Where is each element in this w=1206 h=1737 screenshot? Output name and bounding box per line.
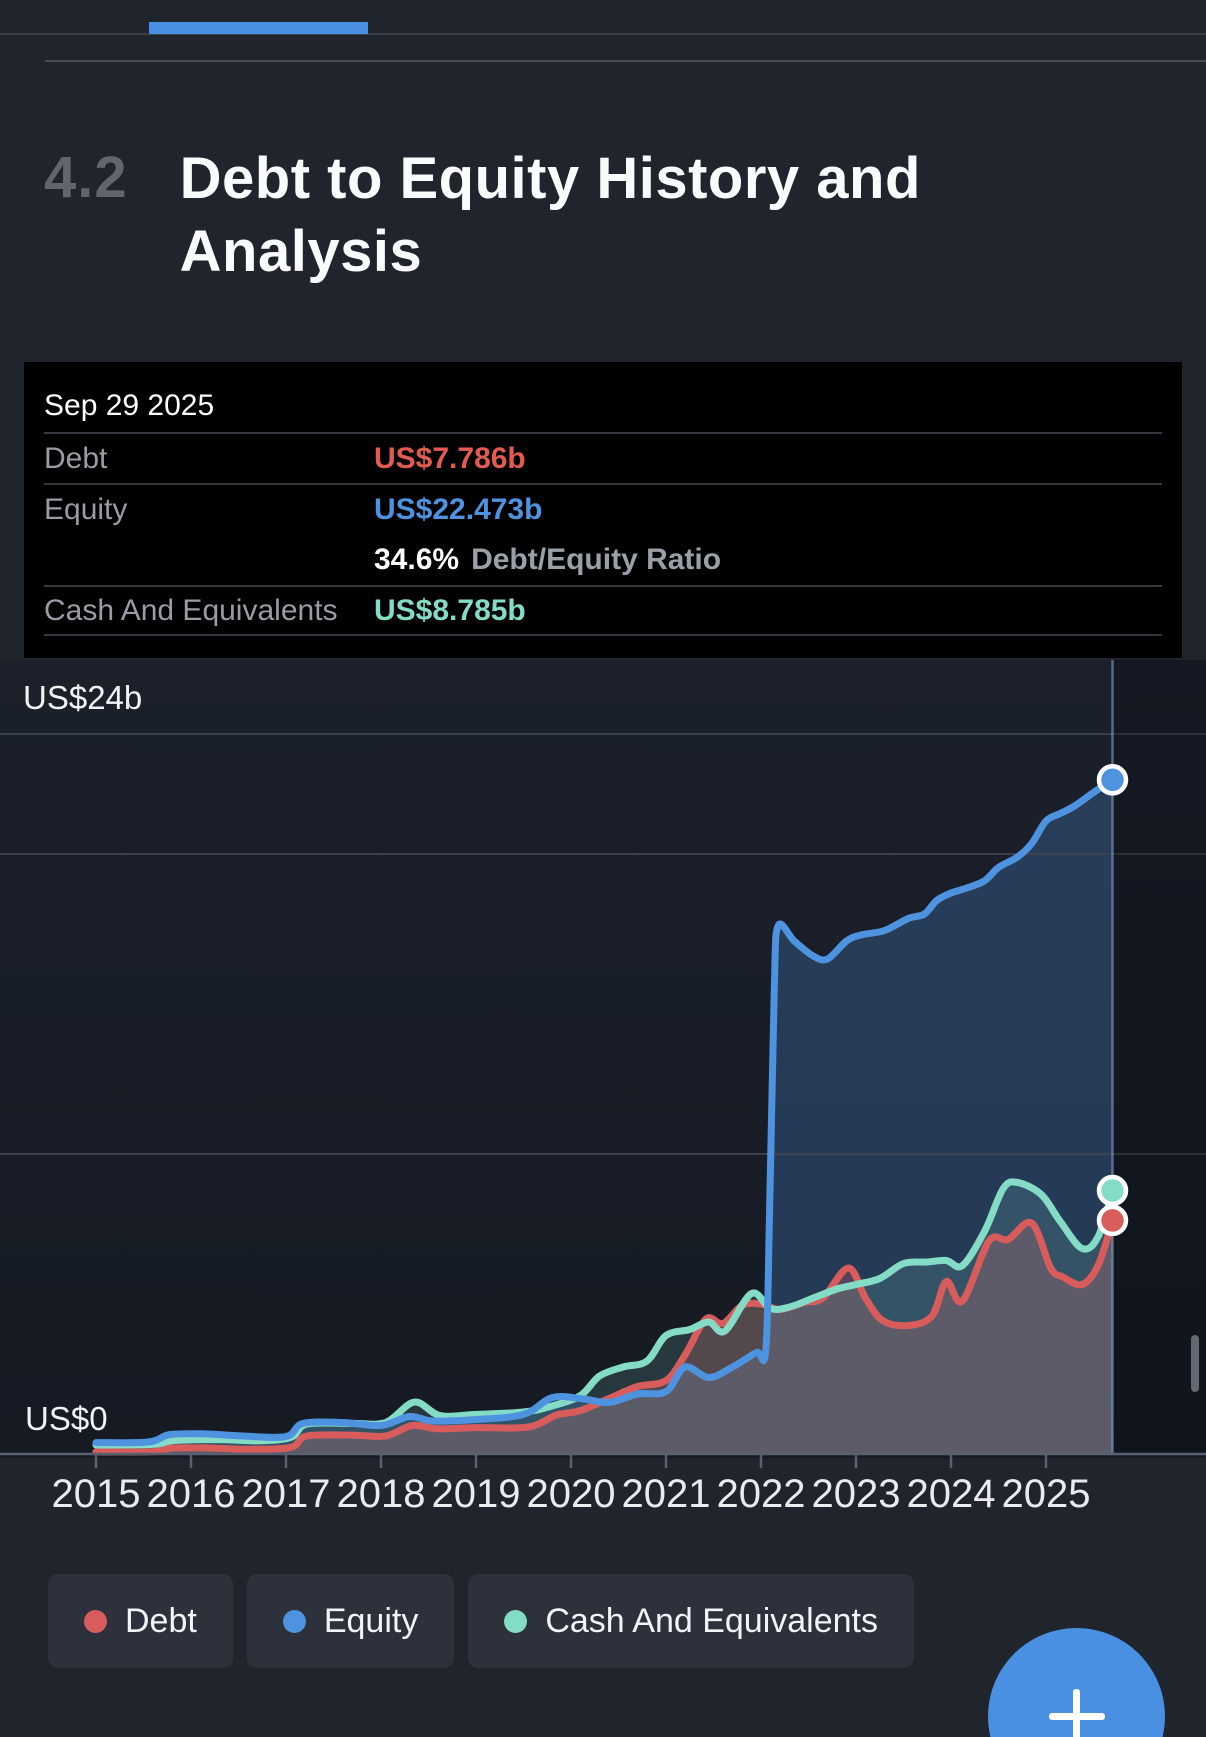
tooltip-divider [44, 483, 1162, 485]
x-tick-label: 2025 [1001, 1472, 1091, 1516]
legend-chip-debt[interactable]: Debt [48, 1574, 233, 1668]
x-tick-label: 2022 [716, 1472, 806, 1516]
tooltip-row-ratio: 34.6% Debt/Equity Ratio [44, 534, 1162, 585]
tooltip-card: Sep 29 2025 Debt US$7.786b Equity US$22.… [24, 362, 1182, 658]
scroll-progress-track [0, 33, 1206, 35]
x-tick-label: 2024 [906, 1472, 996, 1516]
cash-color-dot-icon [504, 1609, 528, 1633]
x-axis-labels: 2015 2016 2017 2018 2019 2020 2021 2022 2023 2024… [0, 1472, 1206, 1516]
tooltip-value-equity: US$22.473b [374, 492, 543, 526]
tooltip-divider [44, 634, 1162, 636]
tooltip-label-cash: Cash And Equivalents [44, 593, 338, 627]
x-tick-label: 2021 [621, 1472, 711, 1516]
legend-label-cash: Cash And Equivalents [545, 1601, 878, 1640]
section-divider [45, 60, 1206, 62]
x-tick-label: 2015 [51, 1472, 141, 1516]
tooltip-row-equity: Equity US$22.473b [44, 485, 1162, 534]
tooltip-row-cash: Cash And Equivalents US$8.785b [44, 587, 1162, 634]
scroll-progress-fill [149, 22, 368, 34]
tooltip-row-debt: Debt US$7.786b [44, 434, 1162, 483]
x-tick-label: 2016 [146, 1472, 236, 1516]
legend-label-debt: Debt [125, 1601, 197, 1640]
x-tick-label: 2019 [431, 1472, 521, 1516]
chart-legend: Debt Equity Cash And Equivalents [48, 1574, 914, 1668]
tooltip-divider [44, 585, 1162, 587]
legend-chip-equity[interactable]: Equity [246, 1574, 455, 1668]
equity-color-dot-icon [282, 1609, 306, 1633]
x-tick-label: 2017 [241, 1472, 331, 1516]
scrollbar-thumb[interactable] [1191, 1335, 1199, 1392]
y-axis-label-zero: US$0 [25, 1400, 108, 1437]
legend-label-equity: Equity [323, 1601, 419, 1640]
tooltip-label-equity: Equity [44, 492, 128, 526]
section-header: 4.2 Debt to Equity History and Analysis [44, 142, 960, 288]
tooltip-label-debt: Debt [44, 441, 108, 475]
y-axis-label-top: US$24b [23, 679, 143, 716]
page-title: Debt to Equity History and Analysis [179, 146, 921, 284]
ratio-value: 34.6% [374, 542, 460, 576]
x-tick-label: 2020 [526, 1472, 616, 1516]
tooltip-date: Sep 29 2025 [44, 389, 215, 422]
debt-color-dot-icon [84, 1609, 107, 1633]
tooltip-value-debt: US$7.786b [374, 441, 526, 475]
ratio-label: Debt/Equity Ratio [471, 542, 722, 576]
tooltip-divider [44, 432, 1162, 434]
section-number: 4.2 [44, 145, 128, 210]
tooltip-value-cash: US$8.785b [374, 593, 526, 627]
legend-chip-cash[interactable]: Cash And Equivalents [468, 1574, 914, 1668]
x-tick-label: 2023 [811, 1472, 901, 1516]
x-tick-label: 2018 [336, 1472, 426, 1516]
